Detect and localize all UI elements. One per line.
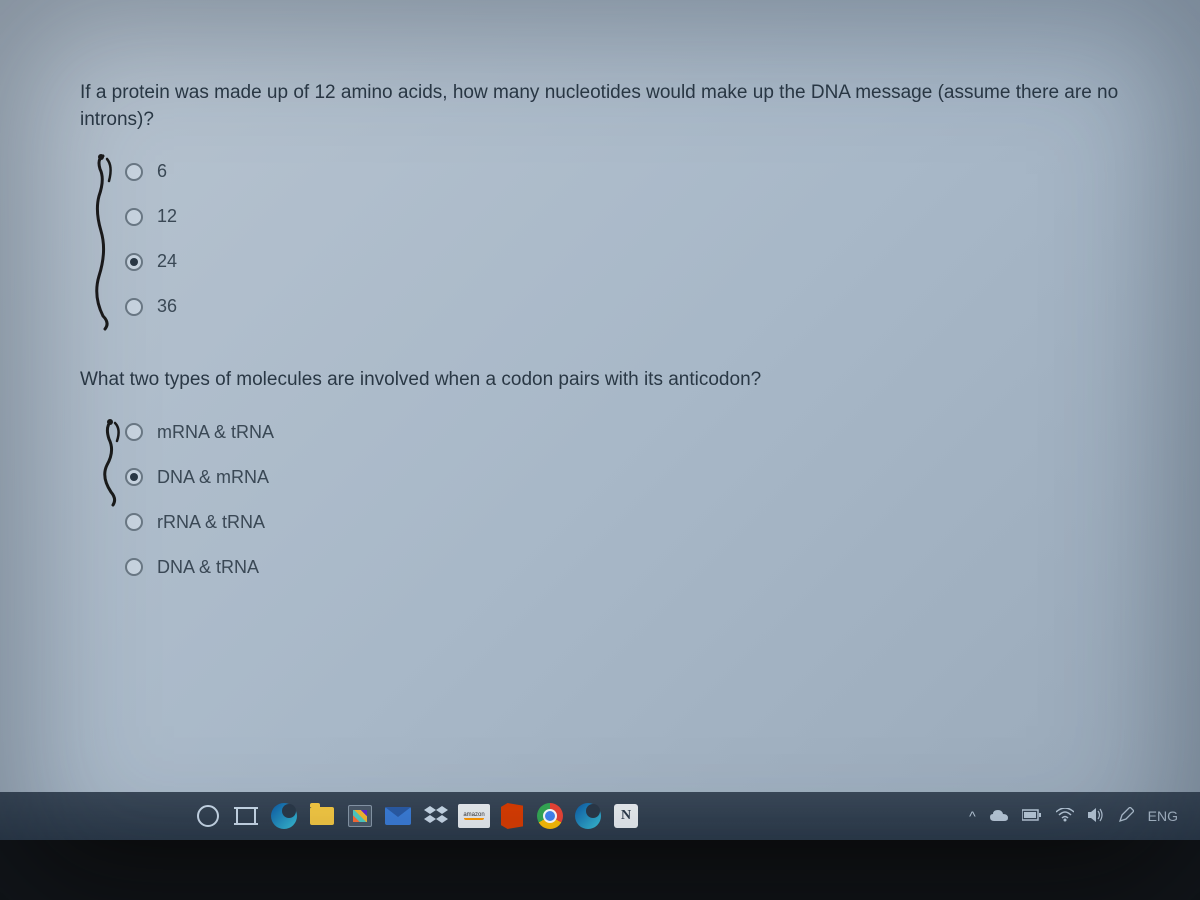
radio-button[interactable] [125,298,143,316]
question-2-options: mRNA & tRNA DNA & mRNA rRNA & tRNA DNA &… [125,422,1120,578]
edge-icon [271,803,297,829]
option-row[interactable]: DNA & mRNA [125,467,1120,488]
edge-button[interactable] [268,800,300,832]
file-explorer-button[interactable] [306,800,338,832]
task-view-icon [234,807,258,825]
option-label: 12 [157,206,177,227]
office-button[interactable] [496,800,528,832]
option-row[interactable]: 24 [125,251,1120,272]
screen-bezel [0,840,1200,900]
edge-button-2[interactable] [572,800,604,832]
amazon-button[interactable]: amazon [458,800,490,832]
question-1-text: If a protein was made up of 12 amino aci… [80,80,1120,133]
option-label: 24 [157,251,177,272]
option-row[interactable]: DNA & tRNA [125,557,1120,578]
option-label: mRNA & tRNA [157,422,274,443]
amazon-label: amazon [463,812,484,818]
radio-button-selected[interactable] [125,468,143,486]
microsoft-store-button[interactable] [344,800,376,832]
battery-icon[interactable] [1022,808,1042,824]
question-2-block: What two types of molecules are involved… [80,367,1120,578]
option-label: 6 [157,161,167,182]
option-row[interactable]: 12 [125,206,1120,227]
edge-icon [575,803,601,829]
amazon-icon: amazon [458,804,490,828]
question-1-options: 6 12 24 36 [125,161,1120,317]
radio-button[interactable] [125,558,143,576]
option-row[interactable]: mRNA & tRNA [125,422,1120,443]
option-label: rRNA & tRNA [157,512,265,533]
dropbox-icon [424,806,448,826]
radio-button[interactable] [125,513,143,531]
option-label: DNA & mRNA [157,467,269,488]
start-button[interactable] [192,800,224,832]
chrome-button[interactable] [534,800,566,832]
chevron-up-icon[interactable]: ^ [969,808,976,824]
system-tray: ^ ENG [969,807,1188,826]
language-indicator[interactable]: ENG [1148,808,1178,824]
notion-icon: N [614,804,638,828]
wifi-icon[interactable] [1056,808,1074,825]
radio-button[interactable] [125,423,143,441]
radio-button[interactable] [125,208,143,226]
question-1-block: If a protein was made up of 12 amino aci… [80,80,1120,317]
office-icon [501,803,523,829]
store-icon [348,805,372,827]
windows-taskbar: amazon N ^ ENG [0,792,1200,840]
volume-icon[interactable] [1088,808,1104,825]
option-label: 36 [157,296,177,317]
radio-button[interactable] [125,163,143,181]
pen-scribble-icon [85,151,125,331]
pen-icon[interactable] [1118,807,1134,826]
mail-button[interactable] [382,800,414,832]
radio-button-selected[interactable] [125,253,143,271]
dropbox-button[interactable] [420,800,452,832]
chrome-icon [537,803,563,829]
onedrive-icon[interactable] [990,808,1008,824]
option-row[interactable]: 6 [125,161,1120,182]
start-icon [197,805,219,827]
quiz-content: If a protein was made up of 12 amino aci… [0,0,1200,578]
folder-icon [310,807,334,825]
task-view-button[interactable] [230,800,262,832]
taskbar-left: amazon N [192,800,642,832]
option-row[interactable]: rRNA & tRNA [125,512,1120,533]
option-row[interactable]: 36 [125,296,1120,317]
question-2-text: What two types of molecules are involved… [80,367,1120,394]
mail-icon [385,807,411,825]
notion-button[interactable]: N [610,800,642,832]
option-label: DNA & tRNA [157,557,259,578]
